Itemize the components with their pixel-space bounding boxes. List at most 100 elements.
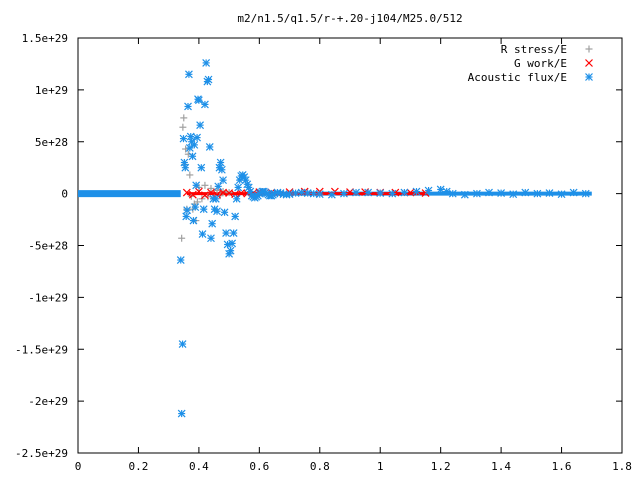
data-point: [217, 165, 226, 174]
data-point: [225, 189, 234, 198]
data-point: [189, 216, 198, 225]
data-point: [223, 240, 232, 249]
data-point: [220, 208, 229, 217]
x-tick-label: 1.8: [612, 460, 632, 473]
data-point: [190, 140, 199, 149]
data-point: [231, 190, 240, 199]
data-point: [201, 100, 209, 109]
data-point: [184, 102, 192, 111]
data-point: [473, 189, 481, 198]
data-point: [208, 219, 217, 228]
data-point: [226, 246, 235, 255]
data-point: [219, 188, 227, 197]
data-point: [178, 340, 187, 348]
data-point: [188, 152, 197, 161]
data-point: [177, 409, 186, 418]
data-point: [186, 171, 194, 179]
data-point: [497, 189, 506, 198]
data-point: [194, 187, 203, 196]
legend-label: Acoustic flux/E: [468, 71, 567, 84]
data-point: [232, 194, 241, 203]
x-tick-label: 0: [75, 460, 82, 473]
data-point: [346, 188, 354, 196]
data-point: [509, 190, 518, 199]
data-point: [194, 96, 203, 105]
data-point: [176, 256, 185, 264]
y-tick-label: -2.5e+29: [15, 447, 68, 460]
data-point: [202, 58, 211, 67]
legend-label: R stress/E: [501, 43, 567, 56]
data-point: [207, 234, 215, 243]
legend-label: G work/E: [514, 57, 567, 70]
data-point: [222, 229, 231, 237]
data-point: [569, 188, 578, 197]
legend-marker: [585, 73, 593, 81]
data-point: [309, 189, 318, 198]
data-point: [214, 182, 223, 191]
data-point: [412, 187, 421, 196]
data-point: [201, 191, 209, 200]
data-point: [196, 121, 205, 130]
x-tick-label: 1.4: [491, 460, 511, 473]
legend-marker: [585, 45, 593, 53]
data-point: [521, 188, 530, 197]
data-point: [204, 193, 212, 201]
x-tick-label: 1.6: [552, 460, 572, 473]
x-tick-label: 0.2: [129, 460, 149, 473]
y-tick-label: -1e+29: [28, 291, 68, 304]
data-point: [197, 163, 206, 172]
data-point: [376, 189, 385, 198]
data-point: [185, 144, 194, 152]
data-point: [183, 206, 192, 215]
data-point: [182, 188, 191, 197]
data-point: [406, 188, 415, 197]
y-tick-label: -2e+29: [28, 395, 68, 408]
data-point: [436, 185, 445, 194]
data-point: [460, 190, 469, 199]
data-point: [285, 190, 294, 199]
data-point: [191, 203, 200, 212]
data-point: [442, 187, 451, 196]
x-tick-label: 0.6: [249, 460, 269, 473]
data-point: [291, 189, 300, 198]
data-point: [179, 123, 187, 131]
data-point: [213, 207, 221, 216]
plot-frame: [77, 37, 623, 454]
chart-title: m2/n1.5/q1.5/r-+.20-j104/M25.0/512: [237, 12, 462, 25]
y-tick-label: 5e+28: [35, 136, 68, 149]
data-point: [188, 190, 197, 199]
data-point: [179, 134, 188, 143]
data-point: [545, 189, 554, 198]
data-point: [303, 189, 312, 198]
y-tick-label: 1e+29: [35, 84, 68, 97]
data-point: [198, 230, 207, 239]
data-point: [315, 190, 324, 199]
data-point: [400, 188, 409, 197]
data-point: [199, 205, 208, 214]
data-point: [182, 212, 191, 221]
data-point: [424, 186, 433, 195]
data-point: [184, 70, 193, 79]
x-tick-label: 1.2: [431, 460, 451, 473]
data-point: [193, 133, 201, 142]
data-point: [211, 194, 220, 203]
data-point: [207, 184, 215, 192]
x-tick-label: 1: [377, 460, 384, 473]
data-point: [229, 229, 238, 237]
data-point: [228, 239, 237, 248]
data-point: [204, 75, 213, 84]
data-point: [364, 188, 373, 197]
data-point: [201, 181, 209, 189]
data-point: [235, 176, 244, 185]
data-point: [448, 189, 457, 198]
data-point: [340, 189, 348, 198]
data-point: [327, 190, 336, 199]
data-point: [207, 188, 215, 197]
data-point: [180, 114, 188, 122]
y-tick-label: -5e+28: [28, 240, 68, 253]
data-point: [581, 189, 590, 198]
data-point: [216, 158, 225, 167]
data-point: [388, 189, 397, 198]
data-point: [533, 189, 542, 198]
